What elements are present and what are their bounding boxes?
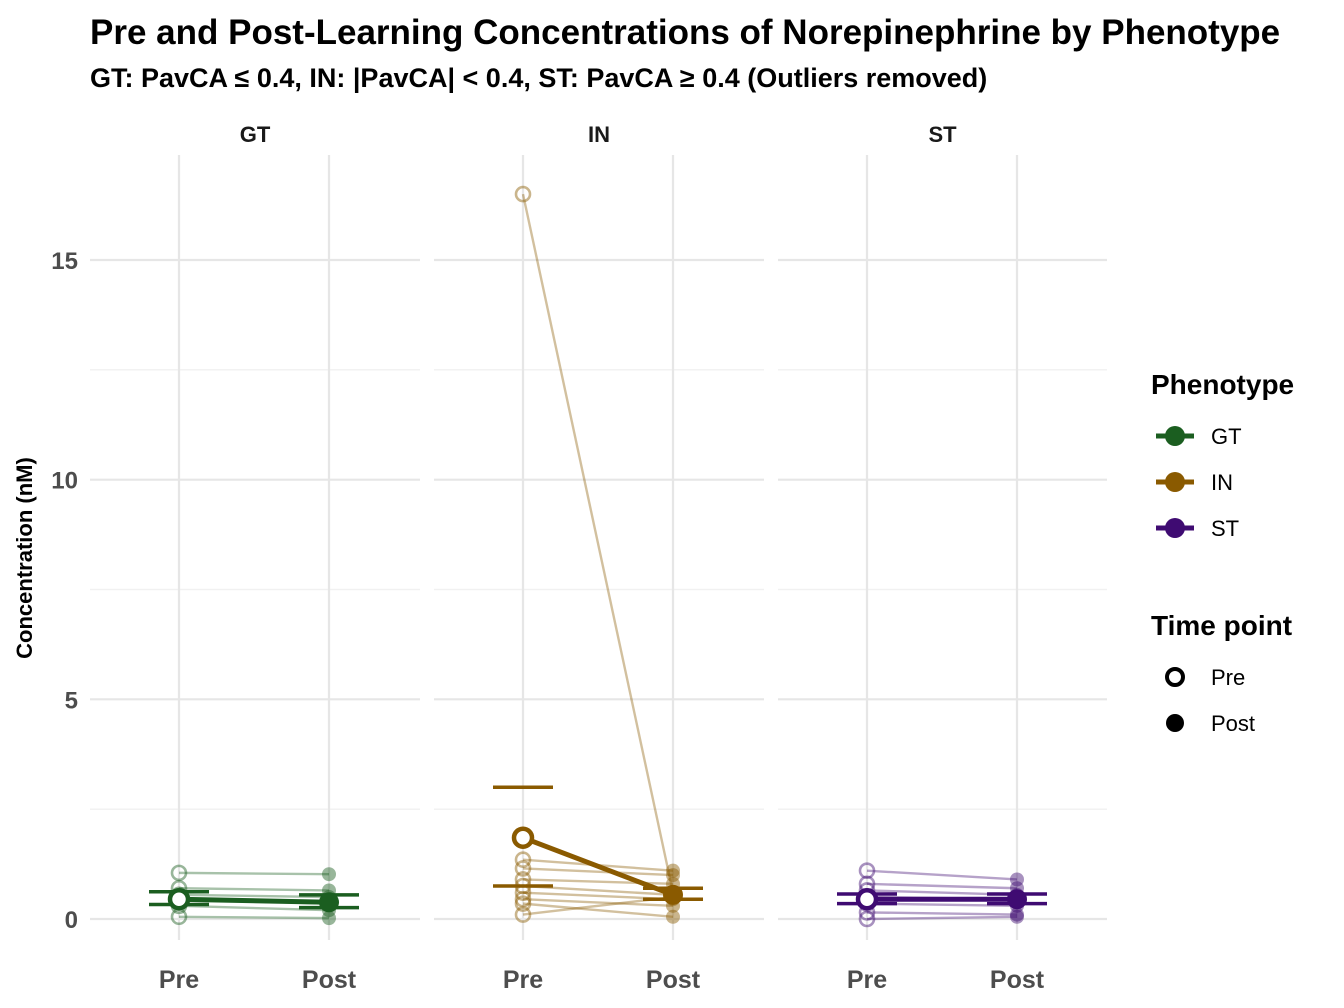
mean-line xyxy=(522,835,674,898)
mean-point-pre xyxy=(511,826,535,849)
legend-key-open-circle xyxy=(1165,667,1185,687)
legend-item-pre: Pre xyxy=(1165,665,1245,690)
x-tick-label: Post xyxy=(990,966,1045,994)
subject-point-pre xyxy=(858,910,876,928)
subject-line xyxy=(521,193,675,893)
x-tick-label: Pre xyxy=(503,966,543,994)
mean-point-post xyxy=(1007,889,1027,910)
subject-point-post xyxy=(1010,872,1024,887)
y-tick-label: 15 xyxy=(51,248,78,275)
subject-line xyxy=(178,904,330,912)
y-tick-label: 5 xyxy=(65,687,78,714)
subject-point-pre xyxy=(858,862,876,879)
legend-item-post: Post xyxy=(1166,711,1255,736)
subject-line xyxy=(178,871,330,876)
subject-point-pre xyxy=(514,906,532,923)
subject-line xyxy=(866,915,1018,921)
legend-key-point xyxy=(1165,518,1185,538)
x-tick-label: Post xyxy=(302,966,357,994)
panel-in: IN Pre Post xyxy=(434,122,764,994)
y-tick-label: 0 xyxy=(65,907,78,934)
mean-line xyxy=(178,896,330,905)
subject-line xyxy=(178,915,330,920)
mean-point-pre xyxy=(855,887,879,911)
subject-point-pre xyxy=(170,864,188,882)
subject-line xyxy=(178,893,330,899)
subject-point-post xyxy=(322,911,336,926)
x-tick-label: Pre xyxy=(159,966,199,994)
subject-point-pre xyxy=(514,860,532,877)
legend-label: Pre xyxy=(1211,665,1245,690)
subject-line xyxy=(866,911,1018,916)
subject-line xyxy=(522,867,674,877)
facet-label: IN xyxy=(588,122,610,147)
legend: Phenotype GT IN ST Time point Pre Post xyxy=(1151,369,1294,736)
legend-label: ST xyxy=(1211,516,1239,541)
subject-line xyxy=(522,878,674,886)
facet-label: ST xyxy=(928,122,957,147)
legend-key-point xyxy=(1165,472,1185,492)
legend-key-filled-circle xyxy=(1166,714,1184,732)
subject-line xyxy=(522,902,674,918)
facet-label: GT xyxy=(240,122,271,147)
chart-subtitle: GT: PavCA ≤ 0.4, IN: |PavCA| < 0.4, ST: … xyxy=(90,63,987,93)
legend-item-st: ST xyxy=(1156,516,1239,541)
mean-point-post xyxy=(663,884,683,905)
legend-key-point xyxy=(1165,426,1185,446)
panels: GT Pre Post IN Pre Post ST Pre Post xyxy=(90,122,1107,994)
legend-item-in: IN xyxy=(1156,470,1233,495)
subject-point-post xyxy=(666,909,680,924)
subject-point-pre xyxy=(514,185,532,203)
y-ticks: 0 5 10 15 xyxy=(51,248,78,934)
subject-point-post xyxy=(322,867,336,882)
subject-point-pre xyxy=(514,851,532,868)
subject-point-post xyxy=(666,868,680,883)
subject-line xyxy=(522,898,674,908)
panel-gt: GT Pre Post xyxy=(90,122,420,994)
subject-line xyxy=(178,887,330,892)
subject-line xyxy=(866,882,1018,890)
legend-label: Post xyxy=(1211,711,1255,736)
subject-line xyxy=(866,869,1018,881)
y-tick-label: 10 xyxy=(51,468,78,495)
x-tick-label: Post xyxy=(646,966,701,994)
subject-point-pre xyxy=(514,895,532,912)
y-axis-label: Concentration (nM) xyxy=(12,457,37,659)
mean-point-post xyxy=(319,892,339,913)
legend-item-gt: GT xyxy=(1156,424,1242,449)
x-tick-label: Pre xyxy=(847,966,887,994)
legend-label: IN xyxy=(1211,470,1233,495)
subject-point-pre xyxy=(514,890,532,908)
subject-point-post xyxy=(666,863,680,878)
legend-title-phenotype: Phenotype xyxy=(1151,369,1294,400)
subject-point-post xyxy=(1010,907,1024,922)
chart-title: Pre and Post-Learning Concentrations of … xyxy=(90,13,1280,52)
panel-st: ST Pre Post xyxy=(778,122,1107,994)
mean-point-pre xyxy=(167,887,191,911)
subject-point-post xyxy=(1010,909,1024,924)
legend-label: GT xyxy=(1211,424,1242,449)
legend-title-timepoint: Time point xyxy=(1151,610,1292,641)
